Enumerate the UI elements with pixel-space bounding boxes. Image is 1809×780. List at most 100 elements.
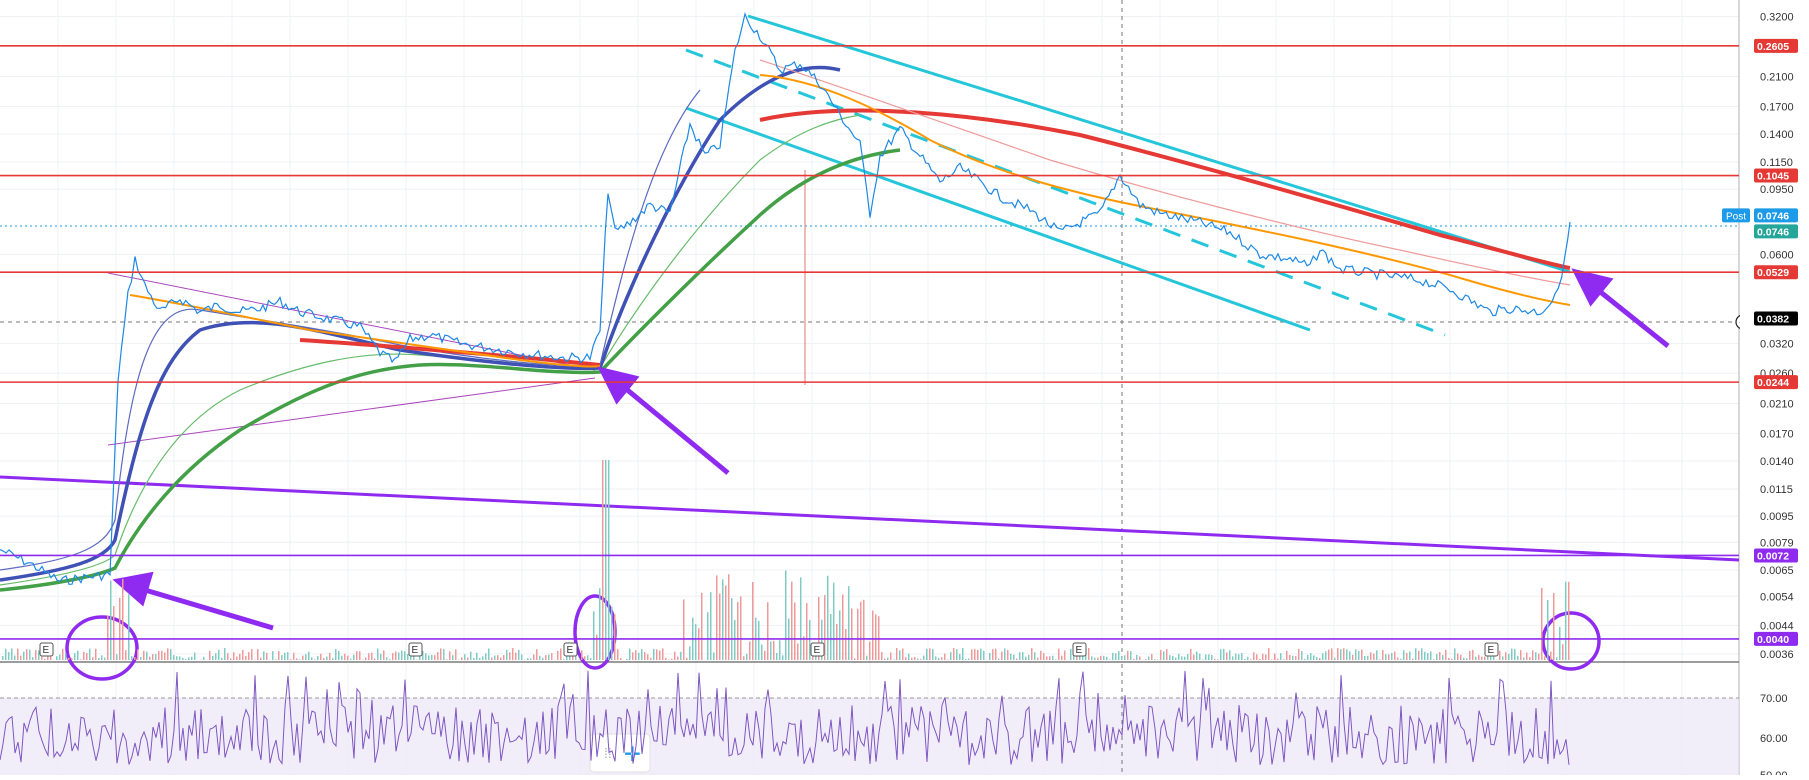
volume-bar xyxy=(461,657,463,660)
volume-bar xyxy=(224,648,226,660)
volume-bar xyxy=(752,582,754,660)
volume-bar xyxy=(557,651,559,660)
volume-bar xyxy=(371,653,373,660)
volume-bar xyxy=(1112,653,1114,660)
volume-bar xyxy=(767,602,769,660)
volume-bar xyxy=(857,609,859,660)
volume-bar xyxy=(437,652,439,660)
volume-bar xyxy=(1028,655,1030,660)
arrow-2 xyxy=(602,370,728,473)
volume-bar xyxy=(1193,655,1195,660)
volume-bar xyxy=(1280,653,1282,660)
volume-bar xyxy=(992,649,994,660)
volume-bar xyxy=(74,653,76,660)
volume-bar xyxy=(1454,648,1456,660)
volume-bar xyxy=(446,659,448,660)
volume-bar xyxy=(1268,648,1270,660)
volume-bar xyxy=(515,653,517,660)
volume-bar xyxy=(113,606,115,660)
volume-bar xyxy=(377,649,379,660)
volume-bar xyxy=(185,659,187,660)
volume-bar xyxy=(1466,658,1468,660)
volume-bar xyxy=(38,650,40,660)
volume-bar xyxy=(995,649,997,660)
volume-bar xyxy=(893,659,895,660)
volume-bar xyxy=(617,649,619,660)
volume-bar xyxy=(1424,652,1426,660)
volume-bar xyxy=(143,651,145,660)
volume-bar xyxy=(677,657,679,660)
volume-bar xyxy=(68,658,70,660)
volume-bar xyxy=(134,657,136,660)
earnings-marker-label: E xyxy=(43,645,50,656)
volume-bar xyxy=(116,654,118,660)
volume-bar xyxy=(1376,650,1378,660)
volume-bar xyxy=(2,656,4,660)
volume-bar xyxy=(1409,651,1411,660)
volume-bar xyxy=(491,658,493,660)
volume-bar xyxy=(1139,656,1141,660)
volume-bar xyxy=(839,610,841,660)
volume-bar xyxy=(761,645,763,660)
volume-bar xyxy=(218,650,220,660)
volume-bar xyxy=(1184,657,1186,660)
volume-bar xyxy=(236,657,238,660)
volume-bar xyxy=(1388,654,1390,660)
volume-bar xyxy=(512,648,514,660)
price-tick-label: 0.0036 xyxy=(1760,649,1794,661)
volume-bar xyxy=(470,652,472,660)
price-tick-label: 0.1150 xyxy=(1760,157,1793,169)
volume-bar xyxy=(182,658,184,660)
volume-bar xyxy=(599,588,601,660)
earnings-marker-label: E xyxy=(567,645,574,656)
volume-bar xyxy=(26,649,28,660)
volume-bar xyxy=(851,608,853,660)
volume-bar xyxy=(425,653,427,660)
volume-bar xyxy=(1187,654,1189,660)
volume-bar xyxy=(209,651,211,660)
volume-bar xyxy=(1502,656,1504,660)
volume-bar xyxy=(332,658,334,660)
volume-bar xyxy=(326,657,328,660)
volume-bar xyxy=(428,655,430,660)
volume-bar xyxy=(647,654,649,660)
volume-bar xyxy=(1439,652,1441,660)
volume-bar xyxy=(581,650,583,660)
volume-bar xyxy=(1217,659,1219,660)
volume-bar xyxy=(278,651,280,660)
volume-bar xyxy=(740,596,742,660)
volume-bar xyxy=(1124,655,1126,660)
volume-bar xyxy=(1121,657,1123,660)
volume-bar xyxy=(152,654,154,660)
price-tick-label: 0.0044 xyxy=(1760,620,1794,632)
volume-bar xyxy=(179,656,181,660)
volume-bar xyxy=(398,653,400,660)
volume-bar xyxy=(350,659,352,660)
volume-bar xyxy=(776,653,778,660)
volume-bar xyxy=(479,658,481,660)
volume-bar xyxy=(1415,648,1417,660)
volume-bar xyxy=(1136,655,1138,660)
volume-bar xyxy=(758,621,760,660)
volume-bar xyxy=(500,658,502,660)
volume-bar xyxy=(1166,649,1168,660)
volume-bar xyxy=(275,659,277,660)
volume-bar xyxy=(59,655,61,660)
volume-bar xyxy=(1517,656,1519,660)
volume-bar xyxy=(1286,651,1288,660)
drag-handle-icon[interactable]: ⁞⁞ xyxy=(604,745,612,761)
ema-slow-green xyxy=(0,150,900,590)
volume-bar xyxy=(845,629,847,660)
volume-bar xyxy=(407,654,409,660)
volume-bar xyxy=(1256,654,1258,660)
price-badge-label: 0.0382 xyxy=(1757,313,1789,325)
volume-bar xyxy=(1100,656,1102,660)
volume-bar xyxy=(896,648,898,660)
volume-bar xyxy=(674,652,676,660)
volume-bar xyxy=(272,651,274,660)
volume-bar xyxy=(149,657,151,660)
volume-bar xyxy=(926,649,928,660)
volume-bar xyxy=(908,654,910,660)
